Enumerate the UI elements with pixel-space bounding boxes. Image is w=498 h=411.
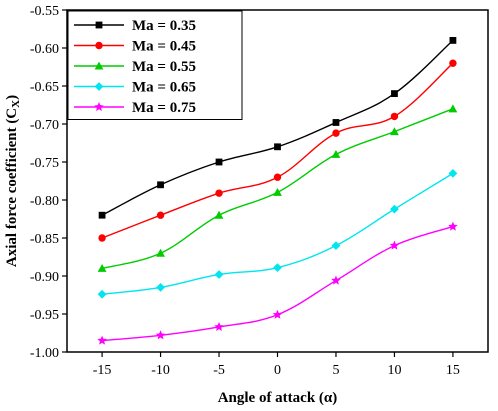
y-axis-title-subscript: X bbox=[10, 100, 22, 108]
y-tick-label: -1.00 bbox=[30, 346, 59, 361]
data-point bbox=[98, 211, 106, 219]
data-point bbox=[97, 264, 107, 272]
data-point bbox=[157, 181, 164, 189]
y-tick-label: -0.75 bbox=[30, 156, 59, 171]
y-tick-label: -0.55 bbox=[30, 4, 59, 19]
data-point bbox=[448, 169, 458, 178]
legend-label: Ma = 0.35 bbox=[132, 18, 196, 34]
axes: -15 -10 -5 0 5 10 15 -1.00 -0.95 -0.90 -0.85 -0.80 -… bbox=[30, 4, 489, 378]
data-point bbox=[332, 129, 340, 137]
series-2 bbox=[97, 104, 458, 272]
data-point bbox=[389, 240, 400, 250]
y-axis-title-tail: ) bbox=[4, 95, 20, 100]
series-group bbox=[97, 37, 458, 345]
legend-label: Ma = 0.45 bbox=[132, 39, 196, 55]
series-4 bbox=[97, 221, 458, 345]
data-point bbox=[214, 321, 224, 331]
data-point bbox=[155, 330, 166, 340]
legend: Ma = 0.35 Ma = 0.45 Ma = 0.55 Ma = 0.65 Ma =… bbox=[67, 10, 243, 120]
y-tick-label: -0.65 bbox=[30, 80, 59, 95]
legend-item: Ma = 0.75 bbox=[74, 100, 196, 116]
legend-label: Ma = 0.75 bbox=[132, 100, 196, 116]
data-point bbox=[331, 275, 341, 285]
legend-marker bbox=[95, 21, 103, 29]
x-tick-label: 5 bbox=[332, 363, 339, 378]
legend-marker bbox=[94, 82, 104, 91]
data-point bbox=[273, 188, 282, 196]
series-line bbox=[102, 225, 454, 342]
data-point bbox=[448, 104, 458, 113]
data-point bbox=[273, 263, 282, 273]
data-point bbox=[449, 37, 457, 44]
series-0 bbox=[98, 37, 457, 219]
y-axis-title: Axial force coefficient (CX) bbox=[4, 95, 22, 267]
data-point bbox=[215, 158, 223, 166]
data-point bbox=[390, 127, 399, 136]
data-point bbox=[156, 248, 165, 257]
y-tick-label: -0.90 bbox=[30, 270, 59, 285]
data-point bbox=[390, 204, 399, 214]
data-point bbox=[274, 143, 281, 151]
data-point bbox=[97, 335, 107, 345]
data-point bbox=[156, 283, 165, 292]
y-axis-title-main: Axial force coefficient (C bbox=[4, 108, 20, 267]
y-tick-label: -0.80 bbox=[30, 194, 59, 209]
data-point bbox=[98, 234, 106, 242]
y-tick-label: -0.70 bbox=[30, 118, 59, 133]
data-point bbox=[97, 289, 107, 299]
data-point bbox=[214, 210, 224, 219]
data-point bbox=[449, 59, 457, 67]
data-point bbox=[272, 309, 283, 319]
legend-item: Ma = 0.35 bbox=[74, 18, 196, 34]
x-tick-label: 0 bbox=[274, 363, 281, 378]
data-point bbox=[390, 112, 399, 121]
data-point bbox=[214, 270, 224, 279]
data-point bbox=[331, 241, 341, 250]
legend-item: Ma = 0.45 bbox=[74, 39, 196, 55]
legend-marker bbox=[94, 102, 104, 112]
data-point bbox=[332, 119, 340, 126]
x-tick-label: 10 bbox=[387, 363, 401, 378]
y-tick-label: -0.95 bbox=[30, 308, 59, 323]
x-tick-label: -15 bbox=[93, 363, 112, 378]
series-1 bbox=[98, 59, 457, 242]
legend-marker bbox=[95, 41, 103, 50]
y-tick-label: -0.85 bbox=[30, 232, 59, 247]
x-tick-label: -5 bbox=[213, 363, 225, 378]
data-point bbox=[273, 173, 282, 181]
legend-item: Ma = 0.55 bbox=[74, 59, 196, 75]
legend-marker bbox=[94, 61, 104, 70]
data-point bbox=[215, 189, 223, 197]
x-tick-label: 15 bbox=[446, 363, 460, 378]
data-point bbox=[448, 221, 458, 231]
y-tick-label: -0.60 bbox=[30, 42, 59, 57]
legend-label: Ma = 0.55 bbox=[132, 59, 196, 75]
x-tick-label: -10 bbox=[151, 363, 170, 378]
series-3 bbox=[97, 169, 458, 299]
data-point bbox=[391, 90, 398, 97]
data-point bbox=[331, 150, 341, 158]
x-axis-title: Angle of attack (α) bbox=[218, 390, 338, 406]
legend-item: Ma = 0.65 bbox=[74, 80, 196, 96]
data-point bbox=[156, 211, 165, 219]
legend-label: Ma = 0.65 bbox=[132, 80, 196, 96]
